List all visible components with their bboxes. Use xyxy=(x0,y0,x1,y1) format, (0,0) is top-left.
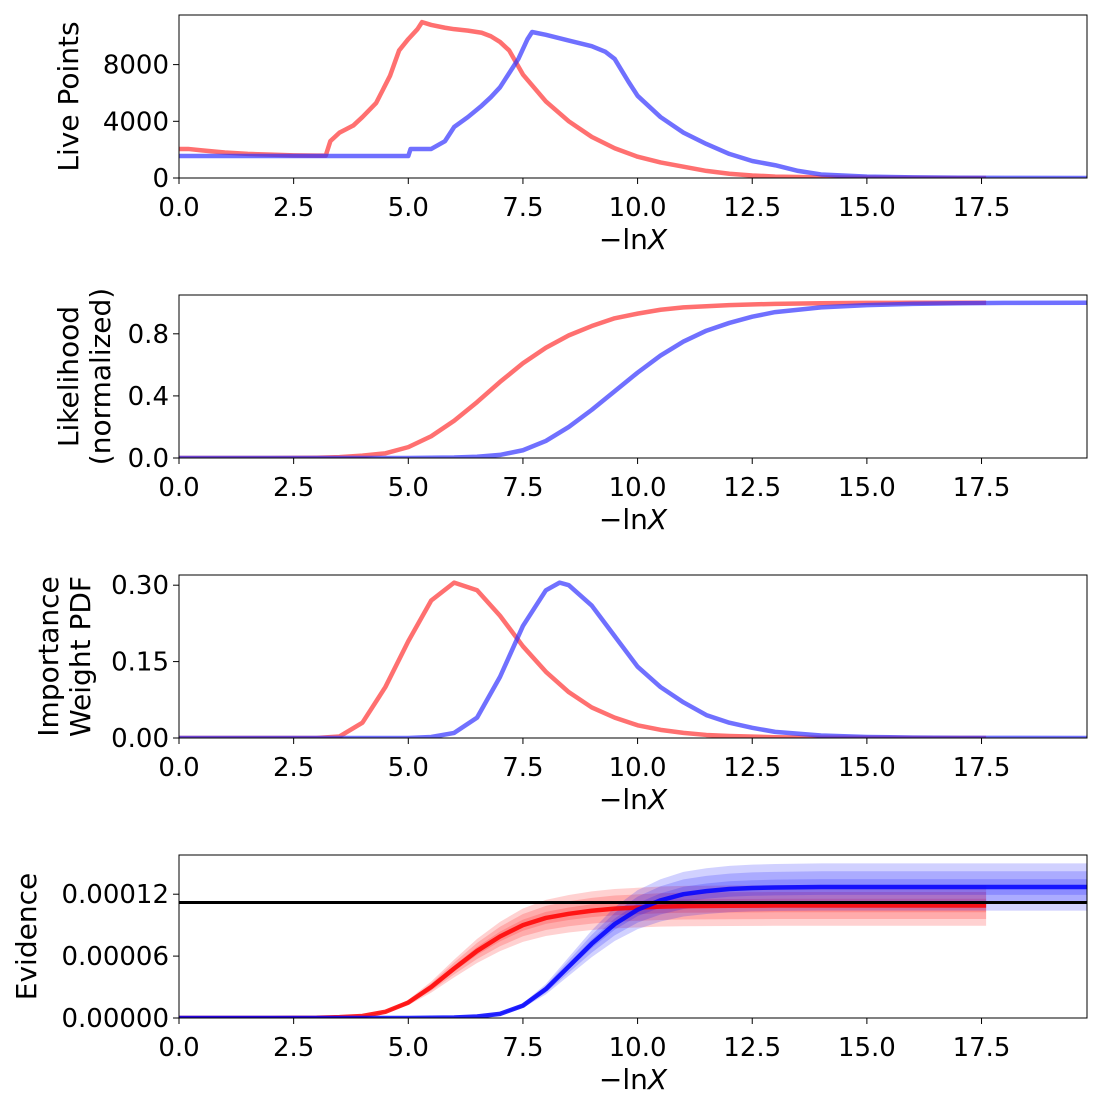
x-tick-label: 2.5 xyxy=(273,753,314,783)
x-tick-label: 0.0 xyxy=(158,1033,199,1063)
x-tick-label: 2.5 xyxy=(273,473,314,503)
x-tick-label: 12.5 xyxy=(723,1033,781,1063)
plot-area xyxy=(179,300,1087,458)
x-tick-label: 17.5 xyxy=(953,1033,1011,1063)
y-tick-label: 0.00012 xyxy=(61,880,169,910)
x-tick-label: 12.5 xyxy=(723,753,781,783)
subplot-3: 0.0 2.5 5.0 7.5 10.0 12.5 15.0 17.5 0.00 0.15 0.30… xyxy=(32,571,1088,816)
x-tick-label: 0.0 xyxy=(158,473,199,503)
x-tick-label: 7.5 xyxy=(502,753,543,783)
y-tick-label: 0 xyxy=(152,164,169,194)
y-axis-label: (normalized) xyxy=(84,288,117,465)
x-tick-label: 15.0 xyxy=(838,1033,896,1063)
plot-area xyxy=(179,19,1087,178)
y-tick-label: 0.4 xyxy=(128,382,169,412)
series-line-1 xyxy=(179,580,987,738)
y-axis-label: Weight PDF xyxy=(64,576,97,737)
y-tick-label: 0.8 xyxy=(128,320,169,350)
x-axis-label: −lnX xyxy=(599,1063,668,1096)
x-axis-label-variable: X xyxy=(646,783,668,816)
x-tick-label: 7.5 xyxy=(502,1033,543,1063)
x-axis-label-variable: X xyxy=(646,223,668,256)
subplot-4: 0.0 2.5 5.0 7.5 10.0 12.5 15.0 17.5 0.00000 0.000… xyxy=(10,854,1088,1096)
x-tick-label: 17.5 xyxy=(953,473,1011,503)
x-tick-label: 5.0 xyxy=(388,753,429,783)
y-axis-label: Importance xyxy=(32,576,65,736)
x-axis-label-variable: X xyxy=(646,503,668,536)
x-tick-label: 15.0 xyxy=(838,753,896,783)
y-tick-label: 0.0 xyxy=(128,444,169,474)
series-line-2 xyxy=(179,29,1087,178)
x-tick-label: 0.0 xyxy=(158,753,199,783)
y-tick-label: 0.15 xyxy=(111,648,169,678)
x-axis-label-variable: X xyxy=(646,1063,668,1096)
x-tick-label: 10.0 xyxy=(609,753,667,783)
x-tick-label: 15.0 xyxy=(838,193,896,223)
subplot-1: 0.0 2.5 5.0 7.5 10.0 12.5 15.0 17.5 0 4000 8000 −ln… xyxy=(52,14,1088,256)
x-tick-label: 5.0 xyxy=(388,1033,429,1063)
y-tick-label: 0.00000 xyxy=(61,1004,169,1034)
series-line-1 xyxy=(179,300,987,458)
x-axis-label: −lnX xyxy=(599,783,668,816)
x-tick-label: 2.5 xyxy=(273,193,314,223)
x-tick-label: 12.5 xyxy=(723,473,781,503)
evidence-band-1-1 xyxy=(179,885,987,1018)
x-tick-label: 10.0 xyxy=(609,193,667,223)
y-tick-label: 8000 xyxy=(103,51,169,81)
x-tick-label: 7.5 xyxy=(502,193,543,223)
y-axis-label: Likelihood xyxy=(52,306,85,447)
y-axis-label: Evidence xyxy=(10,873,43,1000)
x-tick-label: 5.0 xyxy=(388,473,429,503)
x-axis-label: −lnX xyxy=(599,223,668,256)
x-tick-label: 17.5 xyxy=(953,753,1011,783)
subplot-2: 0.0 2.5 5.0 7.5 10.0 12.5 15.0 17.5 0.0 0.4 0.8 −ln… xyxy=(52,288,1088,536)
x-tick-label: 12.5 xyxy=(723,193,781,223)
x-tick-label: 2.5 xyxy=(273,1033,314,1063)
y-tick-label: 4000 xyxy=(103,107,169,137)
axes-frame xyxy=(178,854,1088,1019)
axes-frame xyxy=(178,294,1088,459)
x-tick-label: 17.5 xyxy=(953,193,1011,223)
x-tick-label: 5.0 xyxy=(388,193,429,223)
y-axis-label: Live Points xyxy=(52,21,85,171)
series-line-2 xyxy=(179,300,1087,458)
x-tick-label: 10.0 xyxy=(609,473,667,503)
series-line-2 xyxy=(179,580,1087,738)
x-tick-label: 7.5 xyxy=(502,473,543,503)
y-tick-label: 0.00006 xyxy=(61,942,169,972)
x-tick-label: 0.0 xyxy=(158,193,199,223)
evidence-band-1-3 xyxy=(179,898,987,1018)
y-tick-label: 0.30 xyxy=(111,571,169,601)
x-tick-label: 10.0 xyxy=(609,1033,667,1063)
axes-frame xyxy=(178,574,1088,739)
x-axis-label: −lnX xyxy=(599,503,668,536)
x-tick-label: 15.0 xyxy=(838,473,896,503)
axes-frame xyxy=(178,14,1088,179)
plot-area xyxy=(179,580,1087,738)
y-tick-label: 0.00 xyxy=(111,724,169,754)
plot-area xyxy=(179,863,1087,1018)
series-line-2 xyxy=(179,884,1087,1018)
